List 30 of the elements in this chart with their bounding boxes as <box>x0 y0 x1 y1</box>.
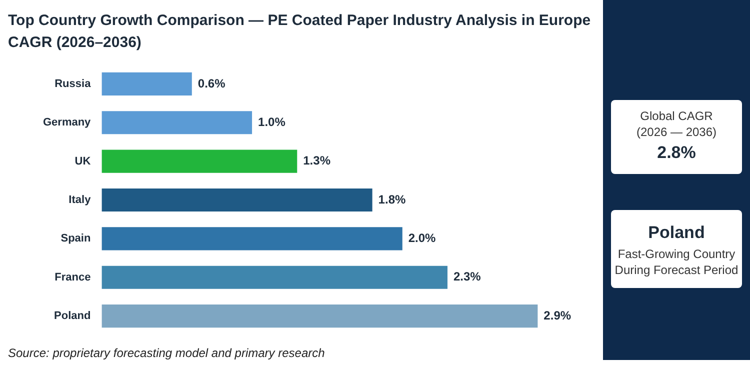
y-tick-label: UK <box>74 155 91 168</box>
text: Poland <box>647 222 706 244</box>
bar <box>102 266 448 289</box>
data-label: 1.3% <box>303 154 331 168</box>
y-tick-label: Spain <box>60 232 91 245</box>
data-label: 1.8% <box>378 192 406 206</box>
bar <box>102 111 252 134</box>
y-tick-label: Russia <box>54 78 92 90</box>
data-label: 1.0% <box>258 114 286 129</box>
data-label: 2.3% <box>453 270 482 284</box>
y-tick-label: Italy <box>68 194 92 206</box>
bar <box>102 150 298 173</box>
bar <box>102 304 538 328</box>
text: 2.8% <box>656 142 697 164</box>
y-tick-label: Germany <box>42 116 92 129</box>
bar <box>102 188 372 212</box>
bar <box>102 72 192 96</box>
source-note: Source: proprietary forecasting model and primary research <box>8 346 325 360</box>
chart-title: Top Country Growth Comparison — PE Coated Paper Industry Analysis in Europe <box>8 12 591 29</box>
y-tick-label: France <box>54 271 91 284</box>
text: During Forecast Period <box>614 262 740 278</box>
data-label: 0.6% <box>198 76 226 90</box>
text: (2026 — 2036) <box>635 124 718 140</box>
y-tick-label: Poland <box>54 310 91 322</box>
text: Global CAGR <box>639 108 714 124</box>
data-label: 2.0% <box>408 231 436 245</box>
data-label: 2.9% <box>544 308 572 322</box>
bar <box>102 227 402 250</box>
chart-subtitle: CAGR (2026–2036) <box>8 34 142 51</box>
text: Fast-Growing Country <box>616 246 736 262</box>
